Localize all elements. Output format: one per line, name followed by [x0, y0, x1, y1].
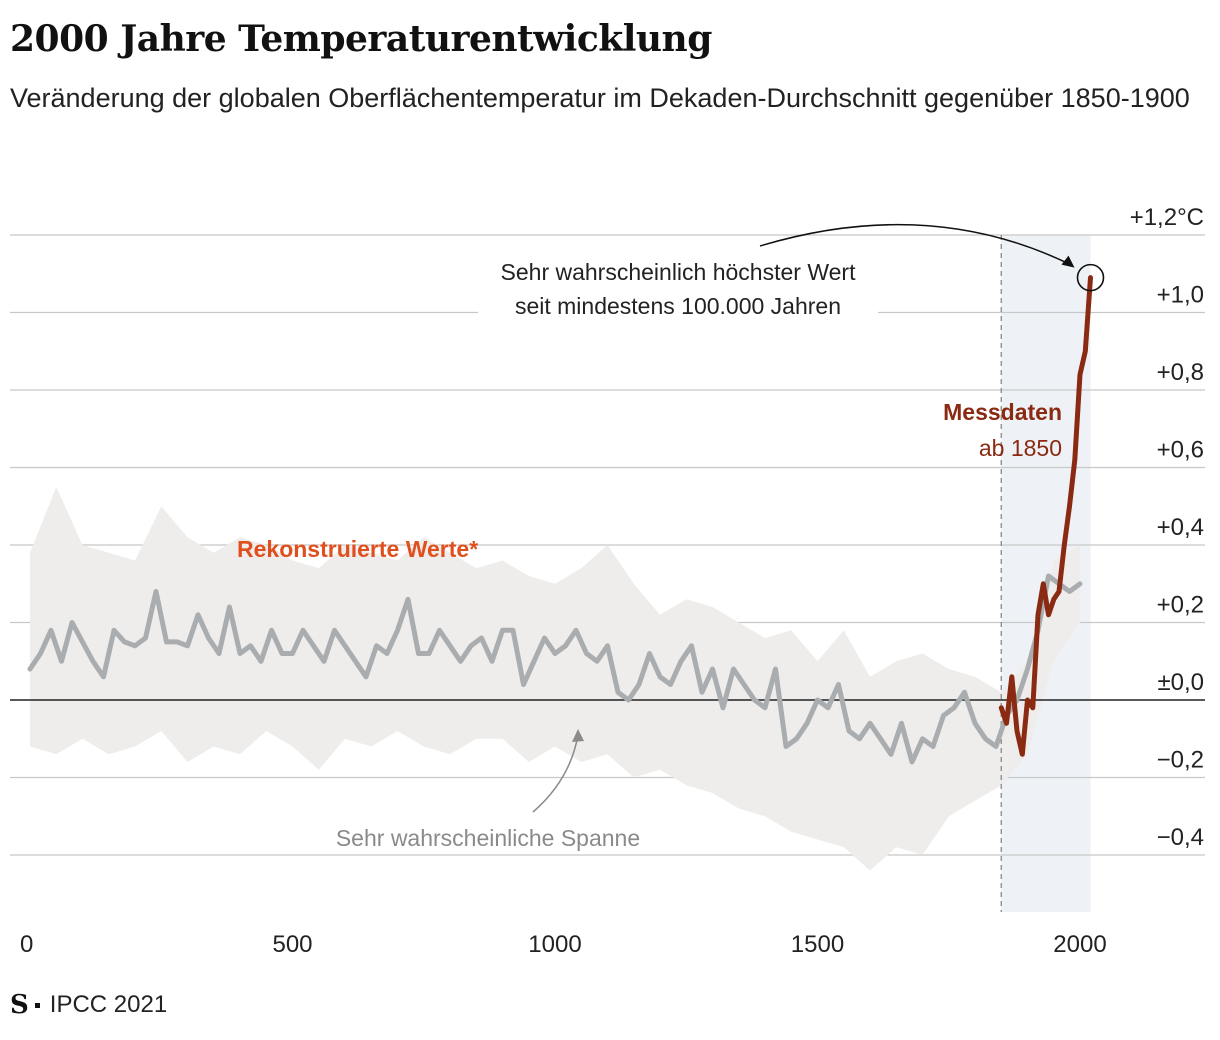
peak-label-line1: Sehr wahrscheinlich höchster Wert [501, 259, 857, 285]
chart-subtitle: Veränderung der globalen Oberflächentemp… [10, 83, 1190, 113]
y-tick-label: −0,2 [1157, 747, 1204, 774]
measured-label-title: Messdaten [943, 399, 1062, 425]
peak-marker-circle [1076, 263, 1105, 292]
measured-label-subtitle: ab 1850 [979, 435, 1062, 461]
y-tick-label: +0,2 [1157, 592, 1204, 619]
reconstructed-label: Rekonstruierte Werte* [237, 536, 478, 562]
chart-title: 2000 Jahre Temperaturentwicklung [10, 18, 712, 60]
reconstructed-series-line [27, 573, 1083, 765]
range-arrow [532, 734, 579, 813]
peak-arrowhead [1061, 255, 1075, 268]
x-tick-label: 0 [20, 931, 33, 958]
x-tick-label: 2000 [1053, 931, 1106, 958]
y-tick-label: +1,2°C [1130, 204, 1204, 231]
range-arrowhead [572, 729, 584, 742]
x-tick-label: 1000 [528, 931, 581, 958]
y-tick-label: +0,8 [1157, 359, 1204, 386]
y-tick-label: −0,4 [1157, 824, 1204, 851]
y-tick-label: +0,6 [1157, 437, 1204, 464]
temperature-chart: +1,2°C +1,0 +0,8 +0,6 +0,4 +0,2 ±0,0 −0,2 −0,4 0 5… [10, 204, 1205, 958]
measured-series-line [998, 275, 1093, 757]
range-band [30, 486, 1080, 871]
publisher-logo: S [10, 990, 29, 1020]
x-tick-label: 1500 [791, 931, 844, 958]
y-tick-label: +1,0 [1157, 282, 1204, 309]
range-label: Sehr wahrscheinliche Spanne [336, 825, 640, 851]
x-tick-label: 500 [272, 931, 312, 958]
peak-label-background [478, 252, 878, 322]
y-tick-label: +0,4 [1157, 514, 1204, 541]
peak-arrow [759, 223, 1073, 267]
footer-separator-dot [34, 1002, 40, 1008]
source-text: IPCC 2021 [49, 991, 168, 1018]
source-footer: S IPCC 2021 [10, 990, 167, 1020]
axis-ticks: +1,2°C +1,0 +0,8 +0,6 +0,4 +0,2 ±0,0 −0,2 −0,4 0 5… [20, 204, 1204, 958]
y-tick-label: ±0,0 [1157, 669, 1204, 696]
peak-label-line2: seit mindestens 100.000 Jahren [515, 293, 841, 319]
